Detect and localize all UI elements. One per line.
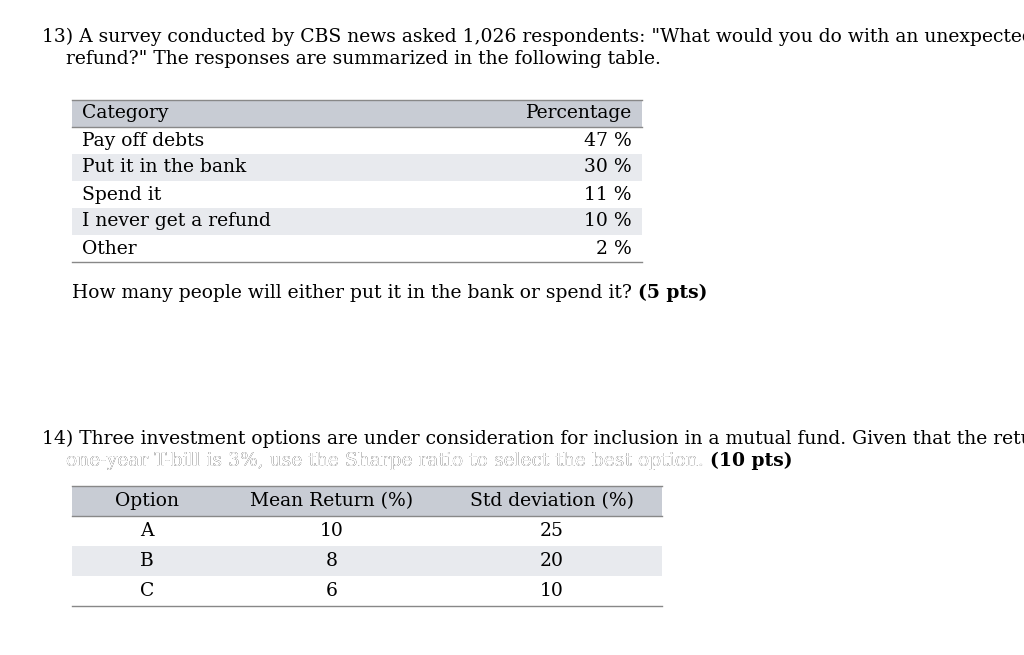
Text: 6: 6	[326, 582, 338, 600]
Text: Other: Other	[82, 240, 136, 257]
Text: 10: 10	[540, 582, 564, 600]
Text: Mean Return (%): Mean Return (%)	[251, 492, 414, 510]
Bar	[72, 208, 642, 235]
Text: 30 %: 30 %	[585, 159, 632, 176]
Text: Percentage: Percentage	[525, 105, 632, 122]
Text: refund?" The responses are summarized in the following table.: refund?" The responses are summarized in…	[42, 50, 660, 68]
Text: How many people will either put it in the bank or spend it?: How many people will either put it in th…	[72, 284, 638, 302]
Text: 20: 20	[540, 552, 564, 570]
Text: B: B	[140, 552, 154, 570]
Text: (10 pts): (10 pts)	[710, 452, 793, 470]
Text: Option: Option	[115, 492, 179, 510]
Text: 10 %: 10 %	[585, 212, 632, 231]
Bar	[72, 486, 662, 516]
Text: 8: 8	[326, 552, 338, 570]
Text: 10: 10	[321, 522, 344, 540]
Text: 25: 25	[540, 522, 564, 540]
Text: A: A	[140, 522, 154, 540]
Text: Std deviation (%): Std deviation (%)	[470, 492, 634, 510]
Text: 13) A survey conducted by CBS news asked 1,026 respondents: "What would you do w: 13) A survey conducted by CBS news asked…	[42, 28, 1024, 47]
Text: I never get a refund: I never get a refund	[82, 212, 271, 231]
Text: Spend it: Spend it	[82, 185, 161, 204]
Bar	[72, 546, 662, 576]
Bar	[72, 100, 642, 127]
Text: one-year T-bill is 3%, use the Sharpe ratio to select the best option.: one-year T-bill is 3%, use the Sharpe ra…	[42, 452, 710, 470]
Text: (5 pts): (5 pts)	[638, 284, 708, 302]
Text: Put it in the bank: Put it in the bank	[82, 159, 246, 176]
Bar	[72, 154, 642, 181]
Text: 11 %: 11 %	[585, 185, 632, 204]
Text: 47 %: 47 %	[585, 132, 632, 149]
Text: 2 %: 2 %	[596, 240, 632, 257]
Text: Pay off debts: Pay off debts	[82, 132, 204, 149]
Text: Category: Category	[82, 105, 169, 122]
Text: 14) Three investment options are under consideration for inclusion in a mutual f: 14) Three investment options are under c…	[42, 430, 1024, 448]
Text: C: C	[140, 582, 155, 600]
Text: one-year T-bill is 3%, use the Sharpe ratio to select the best option.: one-year T-bill is 3%, use the Sharpe ra…	[42, 452, 710, 470]
